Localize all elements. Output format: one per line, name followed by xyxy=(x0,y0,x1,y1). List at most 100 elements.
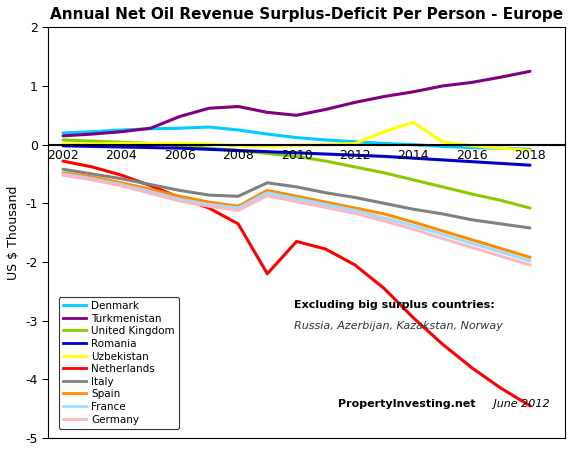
Denmark xyxy=(439,144,446,149)
Netherlands xyxy=(205,205,212,211)
Germany xyxy=(235,207,241,213)
Romania xyxy=(527,163,534,168)
Italy xyxy=(264,180,271,186)
Line: United Kingdom: United Kingdom xyxy=(63,140,530,208)
France xyxy=(176,197,183,202)
Italy xyxy=(410,207,417,212)
France xyxy=(351,207,358,213)
Germany xyxy=(527,262,534,268)
Denmark xyxy=(351,139,358,145)
United Kingdom xyxy=(59,137,66,143)
Line: Germany: Germany xyxy=(63,175,530,265)
Romania xyxy=(380,154,387,159)
Spain xyxy=(59,170,66,175)
Romania xyxy=(118,144,125,149)
United Kingdom xyxy=(410,177,417,183)
Denmark xyxy=(380,141,387,146)
Romania xyxy=(439,157,446,163)
France xyxy=(439,231,446,237)
France xyxy=(89,176,96,181)
Germany xyxy=(439,236,446,241)
Romania xyxy=(293,150,300,155)
Germany xyxy=(89,177,96,183)
United Kingdom xyxy=(235,148,241,153)
Denmark xyxy=(59,130,66,135)
Turkmenistan xyxy=(235,104,241,109)
Netherlands xyxy=(293,239,300,244)
Uzbekistan xyxy=(439,139,446,145)
Turkmenistan xyxy=(264,110,271,115)
Title: Annual Net Oil Revenue Surplus-Deficit Per Person - Europe: Annual Net Oil Revenue Surplus-Deficit P… xyxy=(50,7,563,22)
Text: Excluding big surplus countries:: Excluding big surplus countries: xyxy=(294,300,495,310)
Uzbekistan xyxy=(264,144,271,149)
Romania xyxy=(176,145,183,151)
Spain xyxy=(498,246,505,251)
Uzbekistan xyxy=(351,141,358,146)
Denmark xyxy=(498,145,505,151)
United Kingdom xyxy=(118,140,125,145)
Line: Romania: Romania xyxy=(63,146,530,165)
United Kingdom xyxy=(89,139,96,144)
United Kingdom xyxy=(205,145,212,151)
Denmark xyxy=(322,137,329,143)
United Kingdom xyxy=(293,154,300,159)
Italy xyxy=(322,190,329,196)
Turkmenistan xyxy=(293,113,300,118)
Turkmenistan xyxy=(527,68,534,74)
France xyxy=(118,182,125,187)
Germany xyxy=(322,205,329,210)
Netherlands xyxy=(118,173,125,178)
Netherlands xyxy=(351,262,358,268)
Text: 2012: 2012 xyxy=(339,149,371,162)
France xyxy=(410,223,417,228)
Spain xyxy=(235,203,241,209)
Netherlands xyxy=(176,195,183,200)
Spain xyxy=(351,205,358,211)
Spain xyxy=(410,219,417,225)
Turkmenistan xyxy=(410,89,417,95)
Germany xyxy=(205,203,212,209)
Germany xyxy=(468,245,475,250)
Turkmenistan xyxy=(176,114,183,119)
France xyxy=(205,202,212,207)
Romania xyxy=(89,144,96,149)
Italy xyxy=(439,211,446,217)
Netherlands xyxy=(380,286,387,291)
Italy xyxy=(351,195,358,200)
Romania xyxy=(322,151,329,157)
Text: Russia, Azerbijan, Kazakstan, Norway: Russia, Azerbijan, Kazakstan, Norway xyxy=(294,321,503,331)
France xyxy=(264,190,271,196)
Germany xyxy=(410,226,417,232)
France xyxy=(147,189,154,194)
Uzbekistan xyxy=(527,148,534,153)
Netherlands xyxy=(322,246,329,252)
Uzbekistan xyxy=(380,129,387,135)
Uzbekistan xyxy=(293,143,300,148)
Uzbekistan xyxy=(59,141,66,147)
Uzbekistan xyxy=(205,141,212,147)
Italy xyxy=(147,182,154,187)
Romania xyxy=(235,148,241,153)
Germany xyxy=(293,199,300,204)
Spain xyxy=(118,180,125,186)
France xyxy=(235,205,241,211)
Spain xyxy=(293,193,300,199)
United Kingdom xyxy=(498,198,505,203)
Romania xyxy=(351,153,358,158)
Denmark xyxy=(264,131,271,137)
United Kingdom xyxy=(264,151,271,156)
Netherlands xyxy=(498,386,505,391)
Spain xyxy=(468,237,475,242)
Turkmenistan xyxy=(59,133,66,139)
Text: 2018: 2018 xyxy=(514,149,546,162)
Netherlands xyxy=(439,342,446,347)
United Kingdom xyxy=(176,143,183,149)
Netherlands xyxy=(410,315,417,320)
Italy xyxy=(235,193,241,199)
Germany xyxy=(147,191,154,196)
Denmark xyxy=(147,126,154,131)
Turkmenistan xyxy=(147,125,154,131)
Denmark xyxy=(235,127,241,133)
Italy xyxy=(89,171,96,177)
Text: 2002: 2002 xyxy=(47,149,79,162)
